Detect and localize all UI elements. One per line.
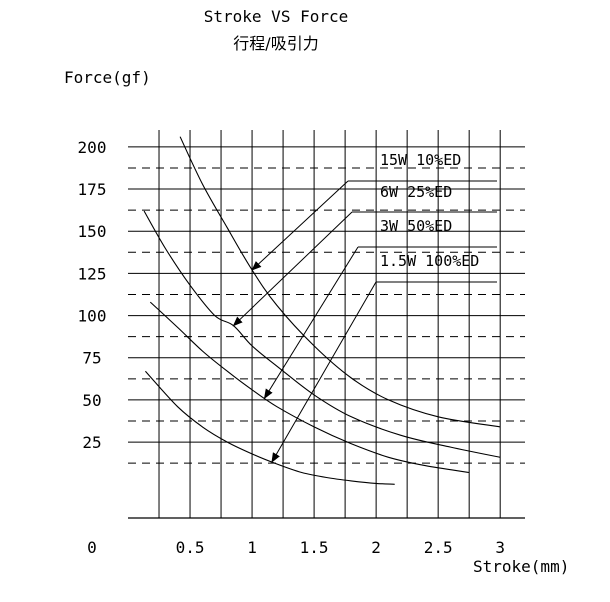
legend-arrow-3	[263, 246, 359, 400]
legend-label-3: 3W 50%ED	[380, 217, 452, 235]
y-axis-label: Force(gf)	[64, 68, 151, 87]
x-tick-label: 2.5	[424, 538, 453, 557]
x-tick-label: 2	[371, 538, 381, 557]
series-line-2	[143, 210, 501, 458]
series-line-1	[179, 136, 501, 428]
x-tick-label: 3	[495, 538, 505, 557]
y-tick-label: 150	[78, 222, 107, 241]
legend-label-2: 6W 25%ED	[380, 183, 452, 201]
chart-subtitle: 行程/吸引力	[233, 34, 318, 53]
legend-arrow-4	[271, 281, 377, 463]
y-tick-label: 200	[78, 138, 107, 157]
legend-label-4: 1.5W 100%ED	[380, 252, 479, 270]
y-tick-label: 175	[78, 180, 107, 199]
tick-labels: 200 175 150 125 100 75 50 25 0.5 1 1.5 2 2.5 3	[78, 138, 505, 557]
origin-label: 0	[87, 538, 97, 557]
x-axis-label: Stroke(mm)	[473, 557, 569, 576]
x-tick-label: 1.5	[300, 538, 329, 557]
y-tick-label: 75	[82, 349, 101, 368]
legend: 15W 10%ED 6W 25%ED 3W 50%ED 1.5W 100%ED	[232, 151, 497, 463]
grid	[128, 130, 525, 519]
chart-title: Stroke VS Force	[204, 7, 349, 26]
y-tick-label: 50	[82, 391, 101, 410]
series-line-4	[144, 370, 395, 485]
y-tick-label: 25	[82, 433, 101, 452]
series-line-3	[149, 301, 470, 474]
y-tick-label: 125	[78, 264, 107, 283]
legend-label-1: 15W 10%ED	[380, 151, 461, 169]
y-tick-label: 100	[78, 307, 107, 326]
legend-arrow-1	[251, 180, 349, 271]
legend-arrow-2	[232, 211, 353, 327]
x-tick-label: 1	[247, 538, 257, 557]
x-tick-label: 0.5	[176, 538, 205, 557]
curves	[143, 136, 501, 485]
